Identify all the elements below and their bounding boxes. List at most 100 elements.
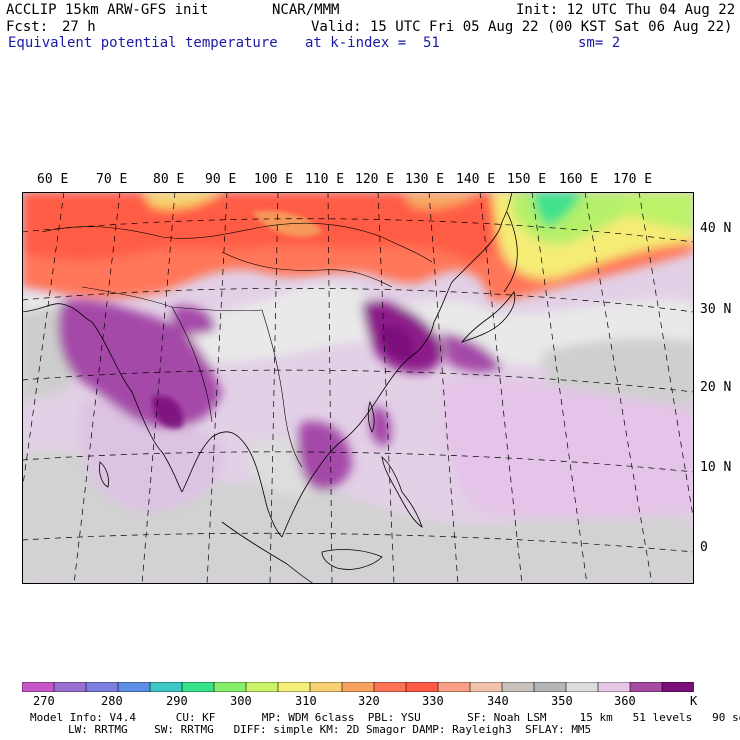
lon-label: 140 E — [456, 172, 496, 187]
lat-label: 10 N — [700, 460, 732, 475]
colorbar-label: 280 — [101, 694, 123, 708]
field-region — [442, 379, 694, 520]
valid-time: Valid: 15 UTC Fri 05 Aug 22 (00 KST Sat … — [311, 19, 733, 35]
colorbar-swatch — [629, 682, 663, 692]
coastline — [281, 321, 435, 538]
colorbar-swatch — [405, 682, 439, 692]
colorbar-swatch — [565, 682, 599, 692]
sumatra-coastline — [221, 521, 315, 584]
colorbar-swatch — [277, 682, 311, 692]
colorbar-label: 340 — [487, 694, 509, 708]
taiwan-coastline — [367, 400, 375, 433]
field-region — [402, 192, 482, 209]
colorbar-swatch — [245, 682, 279, 692]
colorbar-swatch — [437, 682, 471, 692]
lon-label: 70 E — [96, 172, 128, 187]
field-region — [382, 326, 413, 359]
coastline — [181, 431, 283, 538]
model-title: ACCLIP 15km ARW-GFS init — [6, 2, 209, 18]
field-region — [297, 421, 352, 491]
colorbar-swatch — [53, 682, 87, 692]
lat-label: 20 N — [700, 380, 732, 395]
colorbar-swatch — [597, 682, 631, 692]
model-info-line1: Model Info: V4.4 CU: KF MP: WDM 6class P… — [30, 711, 740, 724]
coastline — [22, 303, 183, 493]
borneo-coastline — [321, 549, 383, 570]
colorbar-label: 290 — [166, 694, 188, 708]
lon-label: 130 E — [405, 172, 445, 187]
colorbar-swatch — [117, 682, 151, 692]
lon-label: 160 E — [559, 172, 599, 187]
colorbar-swatch — [661, 682, 694, 692]
colorbar-label: 330 — [422, 694, 444, 708]
latitude-line — [22, 451, 694, 473]
colorbar-label: 270 — [33, 694, 55, 708]
lat-label: 30 N — [700, 302, 732, 317]
lon-label: 90 E — [205, 172, 237, 187]
model-info-line2: LW: RRTMG SW: RRTMG DIFF: simple KM: 2D … — [68, 723, 592, 736]
colorbar-swatch — [149, 682, 183, 692]
lon-label: 110 E — [305, 172, 345, 187]
colorbar-label: 320 — [358, 694, 380, 708]
border-line — [171, 306, 213, 423]
graticule — [22, 192, 694, 584]
latitude-line — [22, 369, 694, 393]
colorbar-swatch — [469, 682, 503, 692]
coastlines — [22, 192, 518, 584]
colorbar-swatch — [22, 682, 55, 692]
map-frame — [22, 192, 694, 584]
lat-label: 0 — [700, 540, 708, 555]
latitude-line — [22, 287, 694, 313]
smoothing-label: sm= 2 — [578, 35, 621, 51]
level-index: at k-index = 51 — [305, 35, 440, 51]
colorbar-swatch — [341, 682, 375, 692]
longitude-line — [638, 192, 694, 523]
lon-label: 60 E — [37, 172, 69, 187]
colorbar-swatch — [85, 682, 119, 692]
colorbar-label: 310 — [295, 694, 317, 708]
colorbar-swatch — [309, 682, 343, 692]
forecast-hour: 27 h — [62, 19, 96, 35]
init-time: Init: 12 UTC Thu 04 Aug 22 — [516, 2, 736, 18]
field-region — [172, 305, 217, 335]
colorbar-swatch — [213, 682, 247, 692]
philippines-coastline — [381, 455, 423, 528]
colorbar-unit: K — [690, 694, 698, 708]
colorbar-label: 300 — [230, 694, 252, 708]
field-region — [142, 192, 222, 209]
colorbar-swatch — [181, 682, 215, 692]
field-region — [58, 299, 222, 429]
lon-label: 170 E — [613, 172, 653, 187]
lon-label: 150 E — [507, 172, 547, 187]
organization-label: NCAR/MMM — [272, 2, 340, 18]
colorbar-swatch — [373, 682, 407, 692]
border-line — [41, 222, 433, 263]
colorbar-swatch — [501, 682, 535, 692]
colorbar-label: 360 — [614, 694, 636, 708]
latitude-line — [22, 532, 694, 553]
lat-label: 40 N — [700, 221, 732, 236]
longitude-line — [584, 192, 653, 584]
field-region — [22, 192, 492, 262]
lon-label: 80 E — [153, 172, 185, 187]
field-region — [370, 406, 392, 447]
forecast-label: Fcst: — [6, 19, 49, 35]
sakhalin-coastline — [503, 211, 518, 293]
field-region — [622, 192, 694, 232]
field-region — [152, 396, 183, 429]
border-line — [261, 309, 303, 468]
lon-label: 100 E — [254, 172, 294, 187]
lon-label: 120 E — [355, 172, 395, 187]
colorbar-swatch — [533, 682, 567, 692]
field-region — [532, 192, 582, 227]
japan-coastline — [460, 291, 516, 343]
colorbar-label: 350 — [551, 694, 573, 708]
border-line — [221, 251, 393, 288]
field-region — [442, 332, 502, 373]
srilanka-coastline — [99, 461, 109, 488]
latitude-line — [22, 218, 694, 243]
field-region — [80, 400, 224, 512]
field-name: Equivalent potential temperature — [8, 35, 278, 51]
coastline — [433, 192, 513, 323]
theta-e-map — [22, 192, 694, 584]
